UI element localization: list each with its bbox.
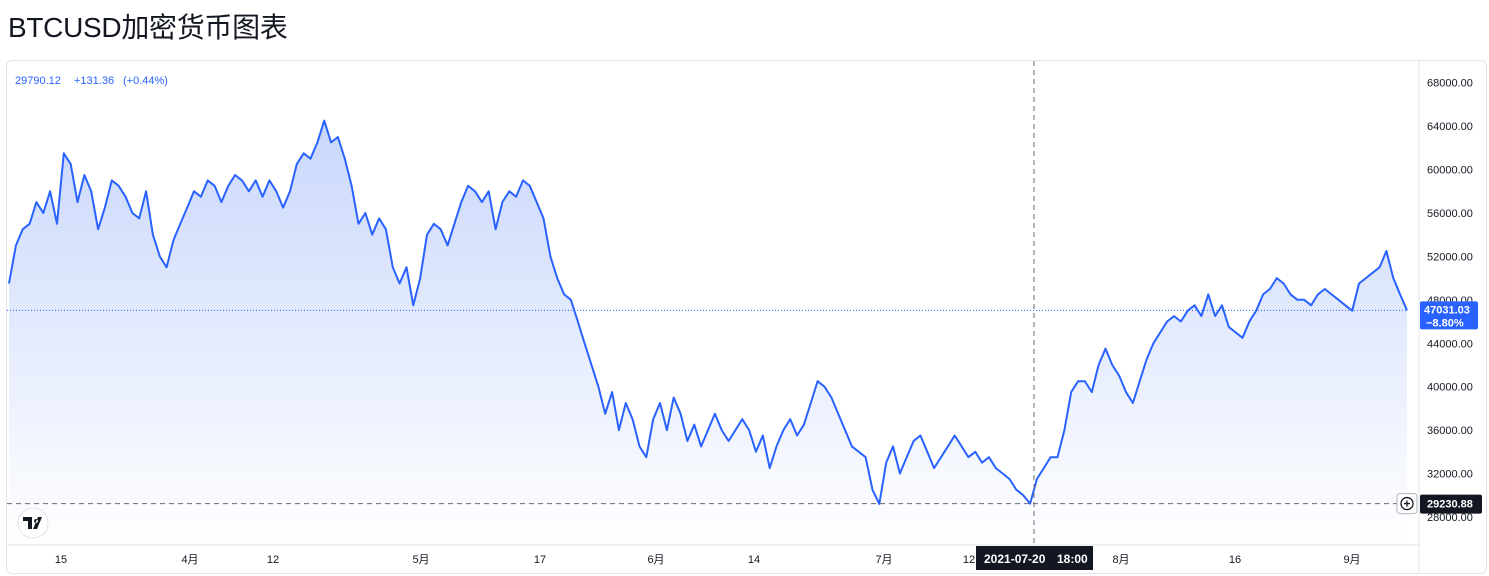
y-tick-label: 64000.00 — [1427, 121, 1473, 133]
y-tick-label: 44000.00 — [1427, 338, 1473, 350]
low-price-value: 29230.88 — [1427, 499, 1473, 511]
legend-price: 29790.12 — [15, 75, 61, 87]
y-tick-label: 32000.00 — [1427, 469, 1473, 481]
x-tick-label: 17 — [534, 554, 546, 566]
y-tick-label: 56000.00 — [1427, 208, 1473, 220]
series-area — [9, 120, 1407, 543]
y-tick-label: 36000.00 — [1427, 425, 1473, 437]
chart-frame[interactable]: 28000.00 32000.00 36000.00 40000.00 44000.00… — [6, 60, 1487, 574]
tradingview-logo[interactable] — [17, 507, 49, 539]
crosshair-time: 18:00 — [1057, 552, 1088, 566]
y-tick-label: 68000.00 — [1427, 78, 1473, 90]
x-tick-label: 14 — [748, 554, 760, 566]
x-tick-label: 4月 — [181, 554, 198, 566]
crosshair-date: 2021-07-20 — [984, 552, 1046, 566]
y-tick-label: 60000.00 — [1427, 165, 1473, 177]
current-price-tag: 47031.03−8.80% — [1420, 301, 1478, 330]
series-line — [8, 119, 1408, 505]
legend-change: +131.36 — [74, 75, 114, 87]
x-tick-label: 9月 — [1343, 554, 1360, 566]
btcusd-area-chart[interactable]: 28000.00 32000.00 36000.00 40000.00 44000.00… — [7, 61, 1487, 574]
current-price-change: −8.80% — [1426, 317, 1464, 329]
y-tick-label: 52000.00 — [1427, 251, 1473, 263]
x-tick-label: 7月 — [875, 554, 892, 566]
x-tick-label: 8月 — [1112, 554, 1129, 566]
legend-change-pct: (+0.44%) — [123, 75, 168, 87]
y-tick-label: 28000.00 — [1427, 512, 1473, 524]
current-price-value: 47031.03 — [1424, 304, 1470, 316]
x-tick-label: 12 — [267, 554, 279, 566]
x-tick-label: 15 — [55, 554, 67, 566]
page-title: BTCUSD加密货币图表 — [8, 12, 288, 43]
low-price-tag: 29230.88 — [1420, 494, 1482, 514]
x-tick-label: 6月 — [647, 554, 664, 566]
x-tick-label: 12 — [963, 554, 975, 566]
y-tick-label: 40000.00 — [1427, 382, 1473, 394]
x-tick-label: 16 — [1229, 554, 1241, 566]
add-alert-icon[interactable] — [1396, 493, 1418, 515]
crosshair-date-tag: 2021-07-20 18:00 — [976, 546, 1093, 570]
x-tick-label: 5月 — [412, 554, 429, 566]
